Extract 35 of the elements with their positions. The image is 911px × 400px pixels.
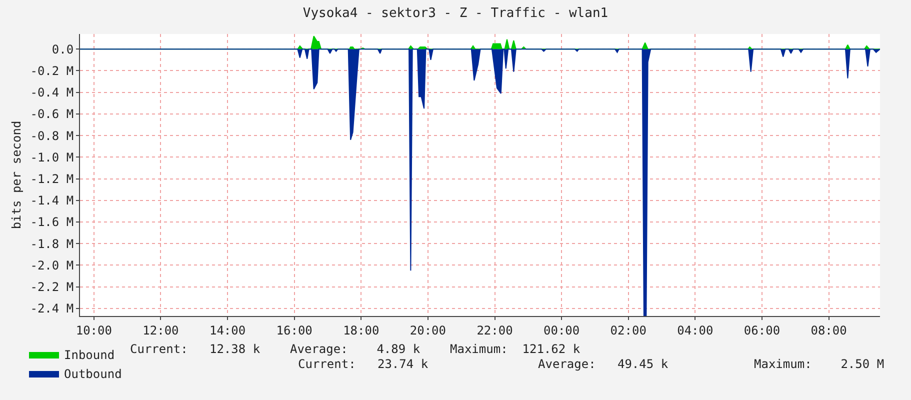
y-tick-label: -1.8 M	[30, 236, 74, 251]
x-tick-label: 18:00	[343, 323, 380, 338]
y-tick-label: -0.8 M	[30, 128, 74, 143]
y-tick-label: -0.6 M	[30, 107, 74, 122]
chart-title: Vysoka4 - sektor3 - Z - Traffic - wlan1	[302, 6, 608, 22]
text: Current: 12.38 k	[130, 342, 261, 356]
legend-label: Inbound	[64, 348, 115, 362]
x-tick-label: 12:00	[142, 323, 179, 338]
y-tick-label: -1.4 M	[30, 194, 74, 208]
y-tick-label: -1.0 M	[30, 150, 74, 164]
text: Current: 23.74 k	[298, 357, 429, 371]
x-tick-label: 08:00	[810, 323, 847, 338]
x-tick-label: 10:00	[76, 323, 112, 338]
y-tick-label: -2.4 M	[30, 302, 74, 316]
text: Average: 4.89 k	[290, 342, 421, 356]
x-tick-label: 16:00	[276, 323, 312, 338]
x-tick-label: 02:00	[610, 323, 646, 338]
x-tick-label: 22:00	[476, 323, 513, 338]
text: Maximum: 2.50 M	[754, 357, 884, 371]
text: Average: 49.45 k	[538, 357, 669, 371]
x-tick-label: 06:00	[744, 323, 780, 338]
y-tick-label: -0.4 M	[30, 86, 74, 100]
y-tick-label: 0.0	[52, 42, 74, 56]
y-tick-label: -1.6 M	[30, 215, 74, 230]
y-tick-label: -1.2 M	[30, 172, 74, 186]
y-tick-label: -2.0 M	[30, 258, 74, 272]
x-tick-label: 20:00	[410, 323, 446, 338]
y-tick-label: -2.2 M	[30, 280, 74, 294]
x-tick-label: 14:00	[209, 323, 246, 338]
x-tick-label: 04:00	[677, 323, 714, 338]
y-tick-label: -0.2 M	[30, 64, 74, 78]
x-tick-label: 00:00	[543, 323, 580, 338]
y-axis-title: bits per second	[10, 120, 24, 230]
legend-label: Outbound	[64, 367, 122, 382]
text: Maximum: 121.62 k	[450, 342, 581, 356]
